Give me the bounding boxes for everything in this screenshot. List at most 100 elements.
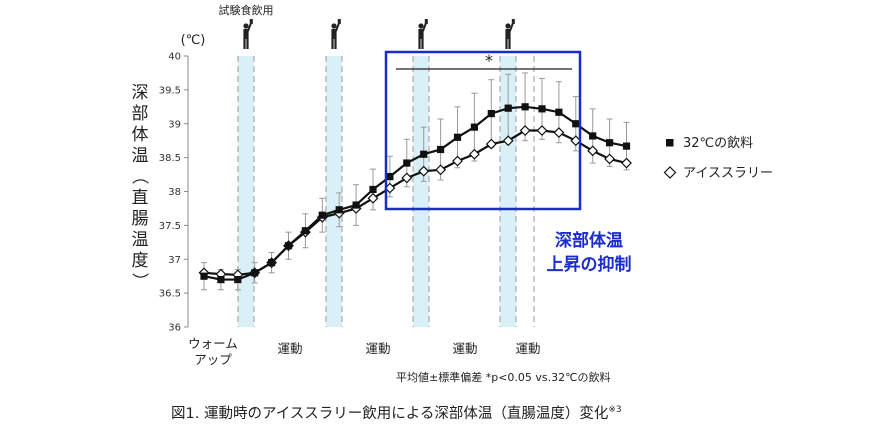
- y-tick-label: 39.5: [159, 85, 181, 96]
- highlight-box: [384, 50, 582, 211]
- caption-main: 図1. 運動時のアイススラリー飲用による深部体温（直腸温度）変化: [171, 405, 608, 422]
- y-axis-title-char: 腸: [132, 209, 149, 229]
- drinking-person-icon: [418, 23, 424, 29]
- drink-32c-point: [335, 206, 343, 214]
- drinking-person-icon: [418, 39, 421, 49]
- ice-slurry-point: [587, 145, 599, 157]
- drink-32c-point: [437, 145, 445, 154]
- y-axis-title-char: （: [129, 168, 149, 185]
- drink-32c-point: [386, 172, 394, 181]
- drinking-person-icon: [505, 29, 511, 39]
- y-tick-label: 38.5: [159, 153, 181, 164]
- legend-marker-ice-slurry: [663, 166, 677, 179]
- legend-label-32c: 32℃の飲料: [683, 135, 753, 151]
- ice-slurry-point: [604, 153, 616, 165]
- y-axis-title-char: 部: [132, 104, 149, 124]
- drinking-person-icon: [243, 23, 249, 29]
- figure-caption: 図1. 運動時のアイススラリー飲用による深部体温（直腸温度）変化※3: [171, 405, 622, 422]
- drinking-person-icon: [243, 39, 246, 49]
- phase-label-exercise: 運動: [515, 341, 540, 356]
- y-tick-label: 37: [168, 255, 181, 266]
- ice-slurry-point: [468, 148, 480, 160]
- drink-label: 試験食飲用: [219, 3, 274, 17]
- exercise-band: [413, 56, 429, 327]
- drinking-person-icon: [334, 39, 337, 49]
- y-tick-label: 36: [168, 323, 181, 334]
- exercise-bands: [238, 56, 516, 327]
- drinking-person-icon: [331, 39, 334, 49]
- drinking-person-icon: [331, 23, 337, 29]
- ice-slurry-point: [452, 155, 463, 167]
- ice-slurry-point: [621, 157, 632, 169]
- y-tick-label: 37.5: [159, 221, 181, 232]
- series-markers: [198, 103, 632, 284]
- drink-32c-point: [234, 275, 242, 284]
- y-axis-title-char: 体: [132, 125, 149, 145]
- drink-32c-point: [251, 269, 259, 277]
- drink-32c-point: [572, 120, 580, 128]
- drinking-person-icon: [418, 29, 424, 39]
- ice-slurry-point: [485, 138, 497, 150]
- annotation-line: 深部体温: [555, 230, 623, 251]
- drink-32c-point: [555, 108, 563, 116]
- phase-label-warmup: アップ: [194, 352, 232, 367]
- y-axis-title-char: 深: [132, 83, 149, 103]
- drink-32c-point: [538, 105, 546, 113]
- exercise-dashed-lines: [237, 56, 535, 327]
- drink-32c-point: [420, 150, 428, 158]
- drink-32c-point: [318, 211, 326, 219]
- drinking-icons: [243, 19, 515, 49]
- ice-slurry-point: [435, 164, 447, 176]
- drink-32c-point: [453, 133, 462, 141]
- drinking-person-icon: [421, 39, 424, 49]
- drinking-person-icon: [247, 22, 252, 32]
- drinking-person-icon: [509, 22, 514, 32]
- phase-label-exercise: 運動: [277, 341, 302, 356]
- y-axis: 36 36.5 37 37.5 38 38.5 39 39.5 40(℃): [159, 33, 206, 334]
- legend-marker-32c: [666, 139, 674, 147]
- drinking-person-icon: [337, 19, 341, 24]
- drink-32c-point: [369, 185, 377, 194]
- caption-superscript: ※3: [608, 405, 621, 415]
- drink-32c-point: [622, 142, 631, 150]
- drink-32c-point: [487, 109, 495, 118]
- phase-label-warmup: ウォーム: [188, 336, 238, 351]
- drink-32c-point: [217, 275, 225, 284]
- drink-32c-point: [301, 227, 309, 235]
- drinking-person-icon: [246, 39, 249, 49]
- y-axis-title-char: 直: [132, 188, 149, 208]
- drinking-person-icon: [508, 39, 511, 49]
- drink-32c-point: [200, 272, 208, 280]
- drinking-person-icon: [249, 19, 253, 24]
- drink-32c-point: [521, 103, 529, 111]
- y-axis-title-char: 度: [132, 251, 149, 271]
- drink-32c-point: [352, 201, 360, 209]
- drink-32c-point: [606, 139, 614, 147]
- drinking-person-icon: [511, 19, 515, 24]
- y-tick-label: 40: [168, 52, 181, 63]
- drinking-person-icon: [422, 22, 427, 32]
- drinking-person-icon: [243, 29, 249, 39]
- significance-mark: *: [485, 51, 493, 70]
- ice-slurry-point: [536, 125, 548, 136]
- y-axis-title-char: 温: [132, 230, 149, 250]
- drink-32c-point: [268, 259, 276, 267]
- y-tick-label: 39: [168, 119, 181, 130]
- footnote: 平均値±標準偏差 *p<0.05 vs.32℃の飲料: [396, 370, 611, 384]
- ice-slurry-point: [367, 192, 379, 204]
- drinking-person-icon: [331, 29, 337, 39]
- drink-32c-point: [284, 242, 293, 250]
- ice-slurry-point: [418, 165, 430, 177]
- annotation-line: 上昇の抑制: [547, 254, 632, 275]
- significance-bracket: *: [384, 50, 582, 211]
- drinking-person-icon: [424, 19, 428, 24]
- drinking-person-icon: [505, 23, 511, 29]
- drink-32c-point: [589, 132, 597, 140]
- y-axis-title-char: 温: [132, 146, 149, 166]
- y-unit-label: (℃): [181, 33, 206, 48]
- drinking-person-icon: [505, 39, 508, 49]
- y-axis-title-char: ）: [129, 273, 149, 290]
- exercise-band: [326, 56, 342, 327]
- exercise-band: [238, 56, 254, 327]
